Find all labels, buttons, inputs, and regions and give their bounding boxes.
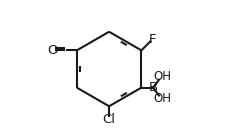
Text: OH: OH <box>153 70 171 83</box>
Text: O: O <box>47 44 58 57</box>
Text: F: F <box>149 33 156 46</box>
Text: Cl: Cl <box>102 113 115 126</box>
Text: OH: OH <box>153 92 171 105</box>
Text: B: B <box>149 81 158 94</box>
